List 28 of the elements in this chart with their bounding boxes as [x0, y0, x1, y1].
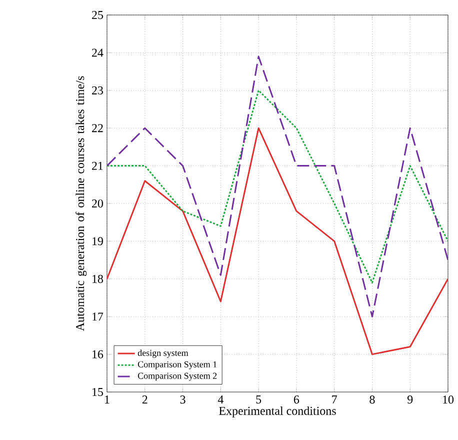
line-series: [107, 90, 448, 284]
y-tick-label: 22: [92, 124, 103, 132]
x-tick-label: 7: [332, 396, 337, 404]
x-tick-label: 2: [142, 396, 148, 404]
x-tick-label: 4: [218, 396, 224, 404]
y-tick-label: 25: [92, 10, 104, 20]
x-tick-label: 9: [407, 396, 413, 404]
x-tick-label: 6: [294, 396, 300, 404]
y-tick-label: 17: [92, 312, 104, 321]
legend-label: design system: [138, 350, 188, 358]
y-axis-title: Automatic generation of online courses takes time/s: [76, 76, 87, 332]
y-tick-label: 19: [92, 237, 103, 246]
y-tick-label: 21: [92, 162, 103, 170]
x-tick-label: 3: [180, 396, 186, 404]
y-tick-label: 15: [92, 388, 104, 396]
y-tick-label: 24: [92, 48, 104, 57]
y-tick-label: 23: [92, 86, 104, 94]
x-axis-title: Experimental conditions: [219, 406, 336, 418]
x-tick-label: 1: [105, 396, 110, 404]
y-tick-label: 16: [92, 350, 104, 358]
x-tick-label: 5: [256, 396, 262, 404]
legend-label: Comparison System 2: [138, 372, 217, 381]
legend-label: Comparison System 1: [138, 361, 217, 370]
x-tick-label: 8: [370, 396, 375, 404]
y-tick-label: 20: [92, 199, 104, 208]
x-tick-label: 10: [443, 396, 454, 404]
line-series: [107, 56, 448, 318]
y-tick-label: 18: [92, 274, 104, 283]
